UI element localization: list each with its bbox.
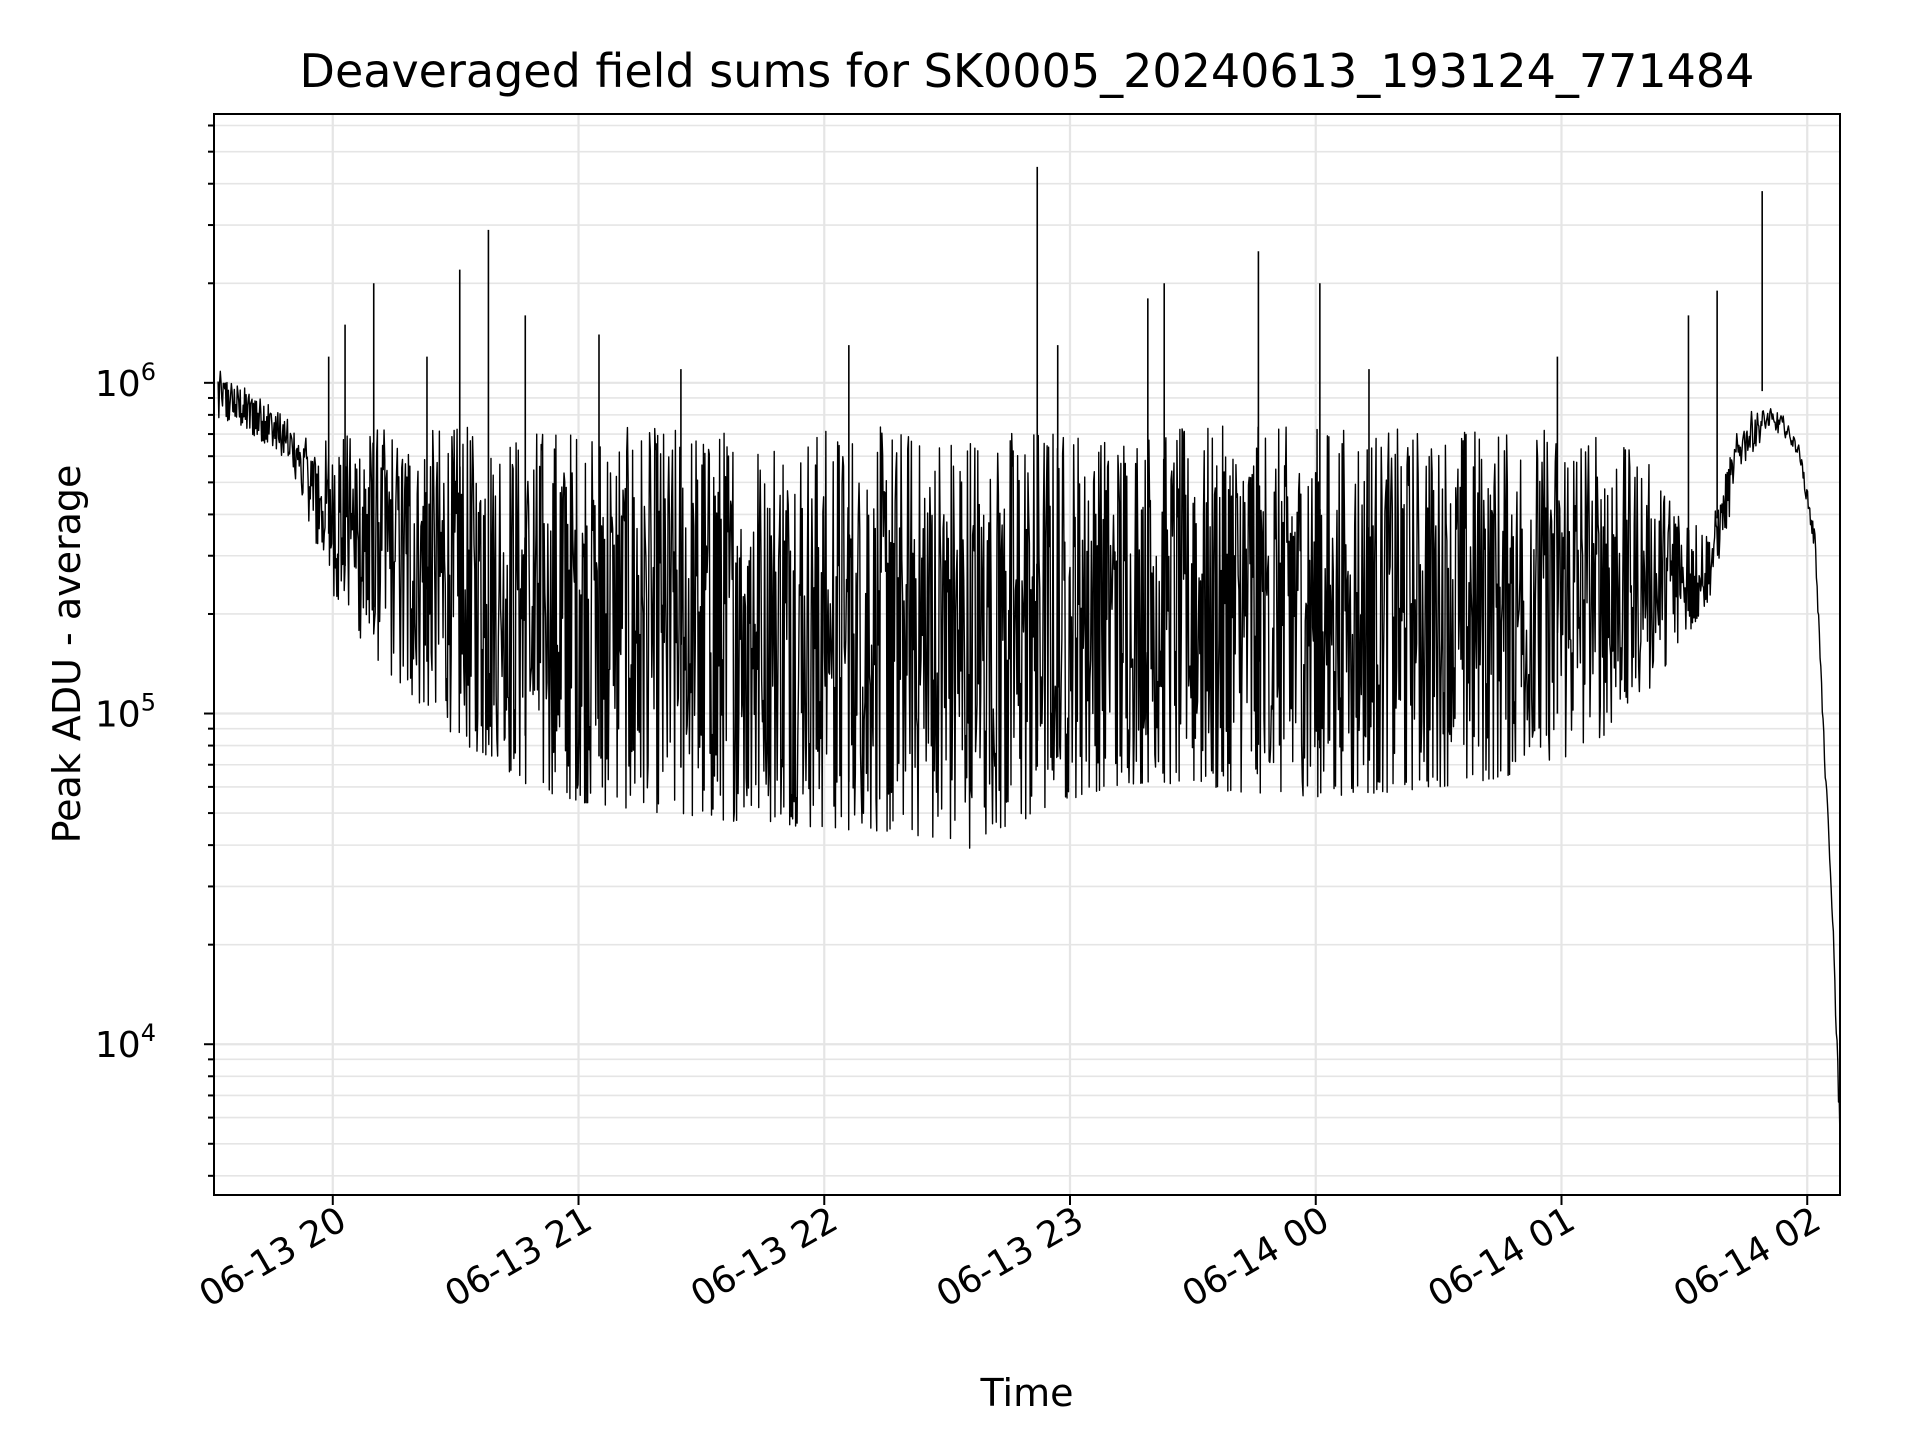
- series-line: [217, 166, 1841, 1140]
- y-tick-label: 106: [95, 358, 156, 405]
- y-axis-label: Peak ADU - average: [45, 465, 89, 844]
- x-axis-label: Time: [980, 1371, 1074, 1415]
- y-tick-label: 104: [95, 1019, 156, 1066]
- y-tick-label-exponent: 4: [141, 1019, 156, 1047]
- y-tick-label-exponent: 5: [141, 689, 156, 717]
- y-tick-label-exponent: 6: [141, 358, 156, 386]
- y-tick-label-base: 10: [95, 364, 141, 405]
- chart-title: Deaveraged field sums for SK0005_2024061…: [300, 44, 1755, 98]
- y-tick-label-base: 10: [95, 1025, 141, 1066]
- y-tick-label-base: 10: [95, 695, 141, 736]
- plot-frame: [213, 113, 1841, 1196]
- y-tick-label: 105: [95, 689, 156, 736]
- series-trace: [217, 370, 1841, 1140]
